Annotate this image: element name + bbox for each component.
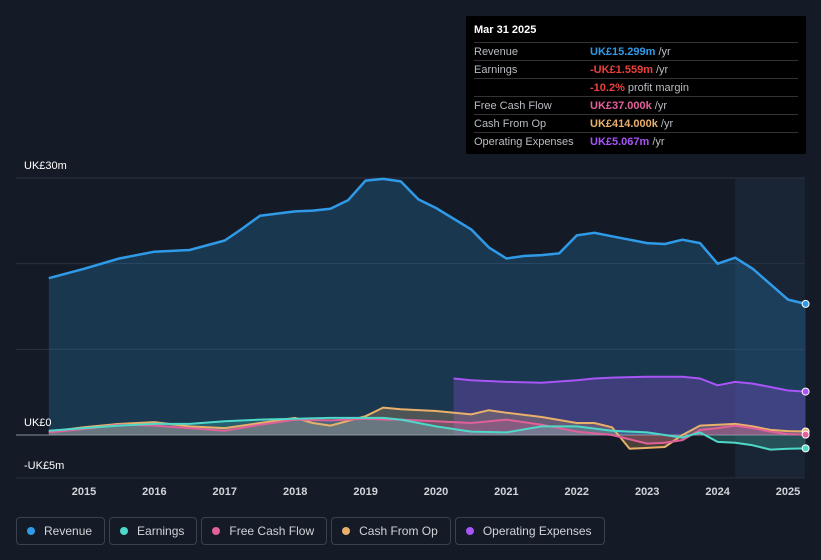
y-axis-label-zero: UK£0 [24, 417, 52, 429]
x-tick-label: 2024 [705, 486, 730, 498]
x-tick-label: 2017 [212, 486, 238, 498]
free-cash-flow-endpoint [801, 430, 810, 439]
tooltip-row-label: Operating Expenses [474, 135, 574, 148]
operating-expenses-endpoint [801, 387, 810, 396]
x-tick-label: 2020 [423, 486, 449, 498]
tooltip-row-unit: /yr [658, 45, 671, 58]
legend-dot-icon [342, 527, 351, 535]
operating-expenses-line [453, 375, 806, 393]
tooltip-row-unit: /yr [660, 117, 674, 130]
legend-item-earnings[interactable]: Earnings [109, 517, 198, 545]
data-tooltip: Mar 31 2025 Revenue UK£15.299m/yr Earnings… [466, 16, 806, 154]
x-tick-label: 2021 [494, 486, 519, 498]
legend-item-cash-from-op[interactable]: Cash From Op [331, 517, 451, 545]
revenue-line [48, 177, 806, 306]
tooltip-row: Revenue UK£15.299m/yr [474, 43, 798, 61]
legend-label: Earnings [137, 524, 185, 538]
tooltip-row: Cash From Op UK£414.000k/yr [474, 115, 798, 133]
gridlines [16, 177, 805, 479]
earnings-endpoint [801, 444, 810, 453]
y-axis-label-top: UK£30m [24, 160, 67, 172]
legend-label: Revenue [44, 524, 93, 538]
x-tick-label: 2019 [353, 486, 378, 498]
x-tick-label: 2018 [282, 486, 308, 498]
legend-label: Cash From Op [359, 524, 438, 538]
tooltip-row: -10.2% profit margin [474, 79, 798, 97]
x-tick-label: 2025 [775, 486, 801, 498]
chart-legend: Revenue Earnings Free Cash Flow Cash From O… [16, 517, 605, 545]
tooltip-row-unit: /yr [654, 99, 668, 112]
tooltip-row-value: UK£15.299m [590, 45, 656, 58]
tooltip-row: Earnings -UK£1.559m/yr [474, 61, 798, 79]
tooltip-row-label: Free Cash Flow [474, 99, 552, 112]
legend-label: Operating Expenses [482, 524, 592, 538]
legend-item-operating-expenses[interactable]: Operating Expenses [454, 517, 605, 545]
tooltip-date: Mar 31 2025 [474, 24, 798, 43]
revenue-endpoint [801, 299, 810, 308]
tooltip-row-unit: /yr [652, 135, 665, 148]
tooltip-row-value: -10.2% [590, 81, 625, 94]
series-areas [48, 178, 806, 450]
cash-from-op-area [48, 407, 806, 449]
tooltip-row: Free Cash Flow UK£37.000k/yr [474, 97, 798, 115]
earnings-line [48, 416, 806, 451]
legend-dot-icon [120, 527, 129, 535]
legend-dot-icon [465, 527, 474, 535]
tooltip-row-unit: /yr [655, 63, 669, 76]
series-endpoints [801, 299, 810, 453]
tooltip-row-label: Revenue [474, 45, 519, 58]
legend-item-free-cash-flow[interactable]: Free Cash Flow [201, 517, 328, 545]
legend-item-revenue[interactable]: Revenue [16, 517, 106, 545]
x-tick-label: 2023 [634, 486, 660, 498]
free-cash-flow-line [48, 417, 806, 445]
tooltip-row-value: UK£37.000k [590, 99, 652, 112]
x-tick-label: 2015 [71, 486, 97, 498]
legend-label: Free Cash Flow [229, 524, 315, 538]
tooltip-row-label: Cash From Op [474, 117, 547, 130]
free-cash-flow-area [48, 418, 806, 444]
cash-from-op-line [48, 406, 806, 450]
revenue-area [48, 178, 806, 435]
tooltip-row-value: -UK£1.559m [590, 63, 653, 76]
x-tick-label: 2022 [564, 486, 590, 498]
tooltip-row-label: Earnings [474, 63, 518, 76]
legend-dot-icon [27, 527, 35, 535]
y-axis-label-bottom: -UK£5m [24, 460, 65, 472]
tooltip-row-value: UK£5.067m [590, 135, 650, 148]
legend-dot-icon [212, 527, 221, 535]
operating-expenses-area [453, 376, 806, 435]
x-tick-label: 2016 [142, 486, 167, 498]
tooltip-row-value: UK£414.000k [590, 117, 658, 130]
series-lines [48, 177, 806, 451]
tooltip-row-unit: profit margin [627, 81, 689, 94]
tooltip-row: Operating Expenses UK£5.067m/yr [474, 133, 798, 150]
